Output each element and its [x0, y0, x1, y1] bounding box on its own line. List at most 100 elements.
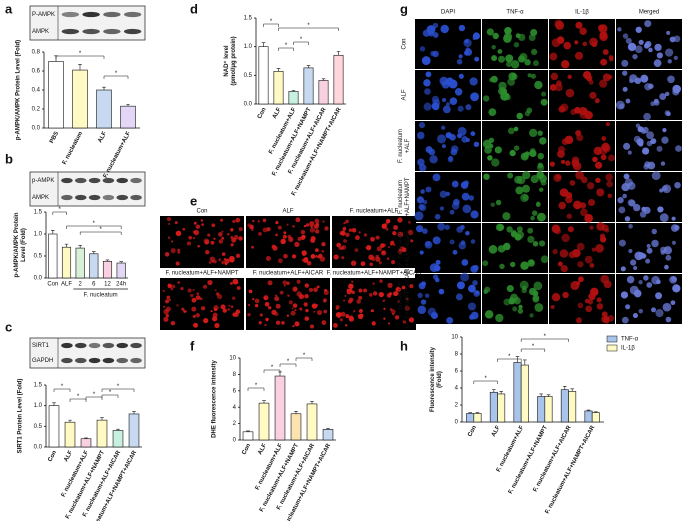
cell: [458, 73, 464, 79]
blot-band: [103, 11, 121, 18]
error-bar: [261, 42, 266, 47]
cell: [188, 235, 193, 240]
cell: [286, 281, 290, 286]
cell: [452, 249, 458, 255]
cell: [503, 34, 512, 43]
cell: [252, 219, 255, 223]
cell: [619, 103, 625, 109]
bar: [116, 262, 126, 279]
cell: [220, 218, 224, 222]
cell: [560, 103, 569, 112]
cell: [433, 264, 441, 272]
cell: [551, 224, 561, 234]
cell: [363, 288, 368, 293]
cell: [187, 288, 192, 293]
cell: [437, 222, 446, 231]
cell: [203, 317, 209, 324]
y-tick-label: 8: [233, 372, 237, 378]
cell: [515, 33, 521, 39]
cell: [514, 175, 523, 184]
cell: [577, 302, 584, 309]
cell: [271, 309, 277, 316]
x-tick-label: ALF: [97, 131, 108, 144]
cell: [596, 222, 605, 231]
cell: [661, 136, 669, 144]
cell: [638, 141, 644, 147]
cell: [470, 210, 479, 219]
cell: [342, 227, 346, 231]
cell: [497, 49, 503, 54]
blot-band: [61, 28, 80, 35]
cell: [378, 291, 384, 298]
image-label: Con: [196, 209, 207, 215]
blot-band: [61, 177, 73, 184]
cell: [310, 238, 316, 243]
cell: [638, 39, 644, 45]
cell: [592, 156, 598, 163]
cell: [659, 213, 669, 223]
cell: [308, 287, 314, 292]
y-tick-label: 1.0: [34, 403, 43, 409]
cell: [470, 131, 476, 137]
cell: [335, 304, 340, 310]
cell: [235, 217, 241, 223]
cell: [670, 224, 679, 232]
cell: [470, 265, 478, 273]
y-tick-label: 6: [455, 369, 459, 375]
row-label: F. nucleatum: [398, 180, 404, 214]
cell: [310, 225, 313, 228]
cell: [458, 241, 467, 250]
cell: [449, 209, 455, 215]
cell: [647, 161, 656, 170]
cell: [540, 255, 549, 264]
cell: [177, 281, 181, 284]
cell: [588, 79, 594, 85]
cell: [579, 202, 587, 209]
cell: [163, 316, 169, 323]
cell: [424, 88, 431, 95]
cell: [230, 228, 234, 232]
cell: [177, 248, 181, 252]
cell: [562, 291, 569, 299]
cell: [537, 152, 545, 160]
cell: [418, 282, 426, 290]
cell: [345, 314, 350, 319]
cell: [420, 189, 425, 194]
cell: [425, 186, 432, 193]
blot-band: [102, 194, 115, 201]
bar: [591, 412, 600, 423]
cell: [590, 287, 599, 297]
cell: [527, 227, 534, 234]
cell: [594, 98, 600, 104]
cell: [424, 241, 433, 249]
legend-swatch: [606, 335, 618, 343]
cell: [417, 305, 427, 315]
error-bar: [310, 401, 314, 404]
bar: [318, 80, 329, 105]
cell: [339, 230, 344, 236]
significance-label: *: [93, 221, 96, 227]
cell: [290, 310, 296, 316]
cell: [419, 250, 424, 255]
cell: [323, 299, 327, 303]
cell: [395, 286, 401, 293]
cell: [517, 308, 524, 314]
cell: [622, 193, 627, 199]
blot-label: SIRT1: [32, 343, 50, 349]
cell: [672, 84, 681, 94]
cell: [560, 264, 568, 273]
cell: [646, 243, 651, 248]
cell: [339, 318, 343, 322]
cell: [264, 323, 267, 327]
bar: [497, 393, 506, 423]
panel-letter: e: [190, 193, 197, 208]
cell: [365, 246, 368, 249]
cell: [559, 249, 569, 258]
cell: [267, 280, 273, 286]
cell: [518, 304, 523, 309]
cell: [170, 287, 174, 291]
cell: [431, 103, 438, 109]
x-tick-label: 6: [92, 282, 96, 288]
cell: [387, 282, 393, 288]
cell: [341, 256, 345, 260]
